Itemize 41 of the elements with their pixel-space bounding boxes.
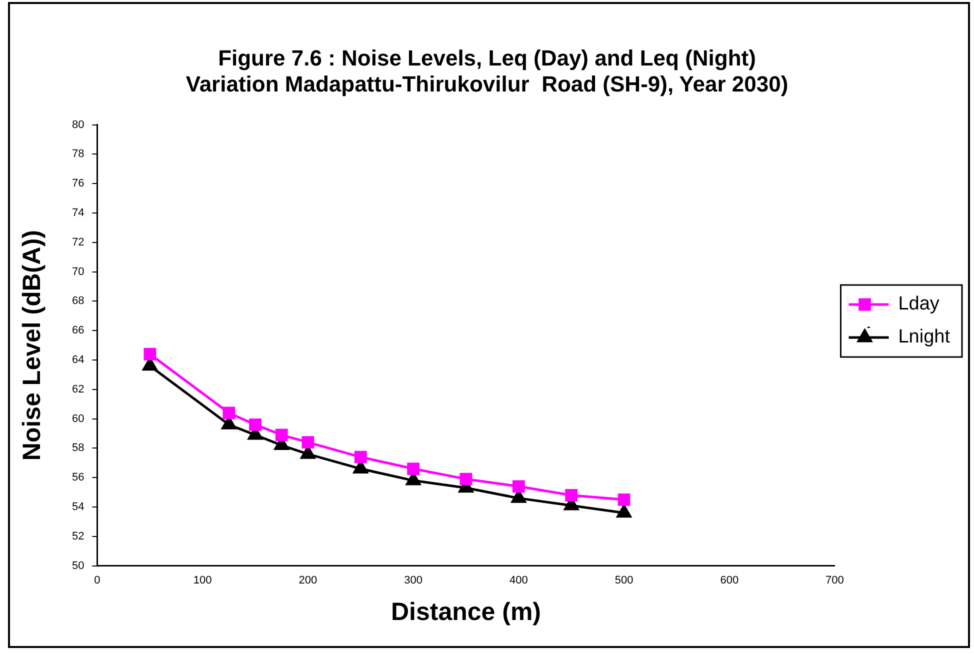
point [144, 348, 156, 360]
point [512, 480, 525, 493]
point [616, 504, 632, 518]
point [302, 436, 314, 449]
point [222, 406, 236, 420]
chart-title: Figure 7.6 : Noise Levels, Leq (Day) and Leq (Night) Variation Madapattu-Thirukovilur Road (SH-9), Year 2030) [186, 45, 788, 97]
y-tick-label: 52 [72, 530, 84, 542]
x-tick-label: 500 [614, 574, 634, 586]
y-tick-label: 62 [72, 383, 84, 396]
y-tick-label: 64 [72, 354, 84, 366]
x-tick-label: 0 [94, 574, 100, 586]
x-tick-label: 400 [509, 574, 528, 586]
point [249, 418, 262, 431]
point [460, 472, 472, 486]
point [565, 489, 578, 502]
y-tick-label: 78 [72, 148, 84, 160]
legend-label: Lday [898, 294, 940, 315]
point [275, 428, 288, 442]
y-axis-title: Noise Level (dB(A)) [18, 230, 46, 461]
y-tick-label: 72 [72, 236, 84, 248]
x-axis-title: Distance (m) [390, 598, 542, 626]
x-tick-label: 200 [298, 574, 318, 586]
y-tick-label: 76 [72, 178, 84, 190]
y-tick-label: 56 [72, 472, 84, 484]
y-tick-label: 68 [72, 295, 84, 308]
x-tick-label: 600 [720, 574, 739, 586]
x-tick-label: 100 [193, 574, 212, 586]
point [618, 493, 630, 506]
y-tick-label: 70 [72, 266, 84, 278]
legend-label: Lnight [898, 326, 951, 348]
point [407, 462, 420, 475]
x-tick-label: 700 [826, 574, 844, 586]
x-tick-label: 300 [404, 574, 422, 586]
y-tick-label: 50 [72, 560, 84, 572]
y-tick-label: 54 [72, 501, 84, 514]
y-tick-label: 60 [72, 412, 84, 425]
y-tick-label: 58 [72, 442, 84, 454]
point [354, 450, 367, 464]
y-tick-label: 80 [72, 118, 84, 131]
y-tick-label: 66 [72, 324, 84, 337]
y-tick-label: 74 [72, 207, 84, 220]
